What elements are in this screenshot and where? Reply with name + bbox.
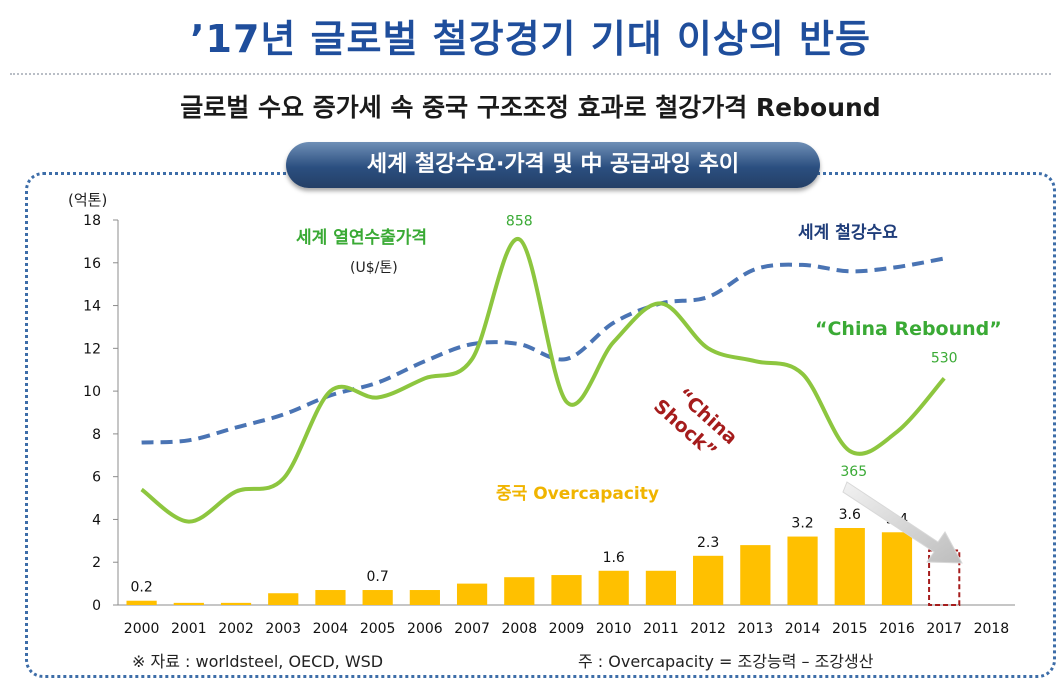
- x-tick-label: 2010: [596, 621, 632, 637]
- overcapacity-bar: [504, 577, 535, 605]
- overcapacity-bar: [834, 528, 865, 605]
- title-divider: [10, 73, 1051, 75]
- price-series-label: 세계 열연수출가격: [296, 228, 427, 248]
- overcapacity-data-label: 1.6: [603, 550, 625, 566]
- overcapacity-bar: [456, 583, 488, 605]
- y-tick-label: 10: [83, 384, 101, 400]
- x-tick-label: 2000: [124, 621, 160, 637]
- price-line: [140, 237, 946, 524]
- overcapacity-data-label: 0.2: [130, 580, 152, 596]
- overcapacity-bar: [409, 590, 440, 605]
- overcapacity-data-label: 3.6: [839, 507, 861, 523]
- x-tick-label: 2009: [549, 621, 585, 637]
- x-tick-label: 2017: [926, 621, 962, 637]
- x-tick-label: 2014: [785, 621, 821, 637]
- price-data-label: 530: [931, 350, 958, 366]
- overcapacity-bar: [362, 590, 393, 605]
- overcapacity-bar: [787, 536, 818, 605]
- x-tick-label: 2003: [265, 621, 301, 637]
- overcapacity-bar: [598, 570, 629, 605]
- demand-series-label: 세계 철강수요: [798, 223, 898, 243]
- page-title: ’17년 글로벌 철강경기 기대 이상의 반등: [190, 17, 871, 61]
- overcapacity-bar: [551, 575, 582, 605]
- price-unit-label: (U$/톤): [350, 260, 398, 276]
- x-tick-label: 2005: [360, 621, 396, 637]
- x-tick-label: 2007: [454, 621, 490, 637]
- overcapacity-bar: [268, 593, 299, 605]
- y-tick-label: 16: [83, 256, 101, 272]
- demand-line: [141, 256, 945, 445]
- x-tick-label: 2012: [690, 621, 726, 637]
- y-axis-unit: (억톤): [68, 191, 107, 209]
- x-tick-label: 2011: [643, 621, 679, 637]
- overcapacity-bar: [173, 602, 204, 605]
- china-shock-annotation: “China Shock”: [649, 384, 741, 463]
- x-tick-label: 2004: [313, 621, 349, 637]
- y-tick-label: 14: [83, 299, 101, 315]
- price-data-label: 365: [840, 464, 867, 480]
- overcapacity-series-label: 중국 Overcapacity: [496, 484, 659, 504]
- x-tick-label: 2016: [879, 621, 915, 637]
- overcapacity-bar: [315, 590, 346, 605]
- overcapacity-bar: [881, 532, 913, 605]
- overcapacity-forecast-bar: [928, 549, 961, 606]
- y-tick-label: 2: [92, 555, 101, 571]
- overcapacity-bar: [645, 570, 677, 605]
- x-tick-label: 2018: [974, 621, 1010, 637]
- chart-title-pill: 세계 철강수요·가격 및 中 공급과잉 추이: [286, 142, 820, 188]
- overcapacity-note: 주 : Overcapacity = 조강능력 – 조강생산: [578, 652, 874, 671]
- x-tick-label: 2015: [832, 621, 868, 637]
- overcapacity-data-label: 2.3: [697, 535, 719, 551]
- overcapacity-bar: [220, 602, 252, 605]
- overcapacity-bar: [693, 555, 724, 605]
- price-data-label: 858: [506, 213, 533, 229]
- y-tick-label: 4: [92, 512, 101, 528]
- decline-arrow-icon: [842, 481, 963, 564]
- x-tick-label: 2008: [501, 621, 537, 637]
- china-rebound-annotation: “China Rebound”: [815, 318, 1002, 340]
- y-tick-label: 18: [83, 213, 101, 229]
- y-tick-label: 12: [83, 341, 101, 357]
- overcapacity-data-label: 0.7: [367, 569, 389, 585]
- source-footnote: ※ 자료 : worldsteel, OECD, WSD: [132, 652, 384, 671]
- overcapacity-bar: [740, 545, 771, 605]
- overcapacity-bar: [126, 600, 157, 605]
- y-tick-label: 6: [92, 470, 101, 486]
- y-tick-label: 8: [92, 427, 101, 443]
- x-tick-label: 2013: [738, 621, 774, 637]
- x-tick-label: 2006: [407, 621, 443, 637]
- overcapacity-data-label: 3.2: [791, 516, 813, 532]
- page-subtitle: 글로벌 수요 증가세 속 중국 구조조정 효과로 철강가격 Rebound: [180, 93, 881, 122]
- x-tick-label: 2002: [218, 621, 254, 637]
- y-tick-label: 0: [92, 598, 101, 614]
- x-tick-label: 2001: [171, 621, 207, 637]
